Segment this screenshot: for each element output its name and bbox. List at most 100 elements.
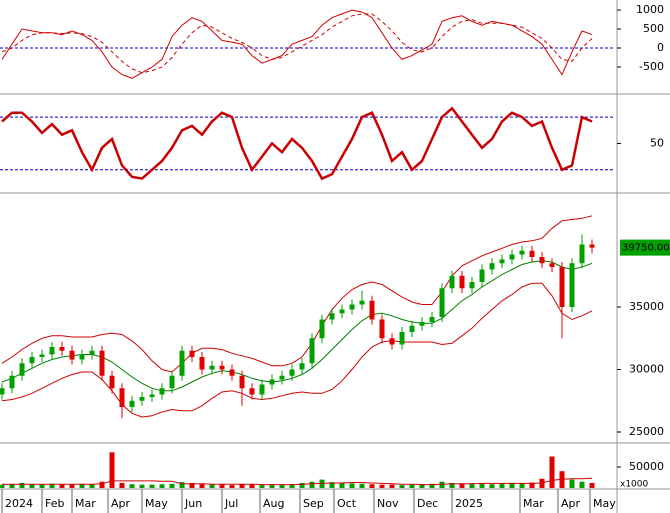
volume-bar: [39, 484, 45, 488]
volume-bar: [569, 479, 575, 488]
x-tick-label: Dec: [417, 497, 438, 510]
volume-bar: [139, 484, 145, 488]
x-tick-label: Apr: [111, 497, 131, 510]
volume-bar: [439, 481, 445, 488]
candle-body: [469, 282, 475, 289]
candle-body: [519, 250, 525, 255]
candle-body: [559, 267, 565, 307]
x-tick-label: Sep: [303, 497, 324, 510]
candle-body: [429, 317, 435, 322]
volume-bar: [279, 484, 285, 488]
volume-bar: [129, 484, 135, 488]
candle-body: [39, 354, 45, 357]
x-tick-label: Jul: [224, 497, 238, 510]
candle-body: [499, 259, 505, 264]
series-line: [2, 477, 593, 486]
candle-body: [259, 384, 265, 395]
candle-body: [29, 357, 35, 364]
volume-bar: [159, 484, 165, 488]
candle-body: [49, 347, 55, 355]
candle-body: [449, 275, 455, 289]
candle-body: [189, 350, 195, 357]
volume-bar: [519, 483, 525, 488]
volume-bar: [239, 484, 245, 488]
volume-bar: [109, 452, 115, 488]
volume-bar: [289, 484, 295, 488]
volume-bar: [399, 485, 405, 488]
volume-bar: [459, 483, 465, 488]
candle-body: [249, 388, 255, 395]
volume-bar: [579, 481, 585, 488]
candle-body: [349, 304, 355, 310]
series-line: [1, 106, 593, 181]
volume-bar: [9, 484, 15, 488]
y-tick-label: 50000: [629, 460, 664, 473]
candle-body: [209, 365, 215, 370]
candle-body: [0, 388, 5, 395]
candle-body: [19, 363, 25, 376]
volume-bar: [339, 482, 345, 488]
volume-bar: [419, 484, 425, 488]
candle-body: [229, 369, 235, 376]
volume-bar: [369, 484, 375, 488]
candle-body: [539, 257, 545, 264]
volume-bar: [0, 484, 5, 488]
volume-bar: [329, 482, 335, 488]
candle-body: [479, 269, 485, 282]
volume-bar: [269, 485, 275, 488]
candle-body: [399, 332, 405, 345]
volume-bar: [209, 484, 215, 488]
y-tick-label: 500: [643, 22, 664, 35]
volume-bar: [259, 485, 265, 488]
y-tick-label: 25000: [629, 425, 664, 438]
candle-body: [219, 365, 225, 370]
candle-body: [379, 319, 385, 339]
volume-bar: [499, 483, 505, 488]
volume-bar: [79, 483, 85, 488]
volume-bar: [479, 483, 485, 488]
y-tick-label: 35000: [629, 300, 664, 313]
volume-bar: [509, 482, 515, 488]
volume-bar: [389, 484, 395, 488]
y-tick-label: 50: [650, 136, 664, 149]
y-tick-label: 1000: [636, 3, 664, 16]
volume-bar: [549, 456, 555, 488]
series-line: [1, 282, 593, 418]
volume-bar: [299, 482, 305, 488]
candle-body: [89, 350, 95, 355]
volume-bar: [359, 483, 365, 488]
x-tick-label: Feb: [45, 497, 64, 510]
candle-body: [139, 397, 145, 401]
candle-body: [459, 275, 465, 289]
volume-bar: [119, 482, 125, 488]
candle-body: [359, 300, 365, 305]
last-price-box: [620, 239, 670, 256]
candle-body: [509, 254, 515, 260]
candle-body: [109, 375, 115, 389]
volume-bar: [469, 483, 475, 488]
candle-body: [69, 350, 75, 360]
candle-body: [199, 357, 205, 370]
volume-bar: [29, 484, 35, 488]
volume-bar: [409, 484, 415, 488]
candle-body: [59, 347, 65, 351]
x-tick-label: 2024: [5, 497, 33, 510]
candle-body: [129, 400, 135, 407]
candle-body: [339, 309, 345, 314]
candle-body: [589, 244, 595, 248]
volume-bar: [179, 482, 185, 488]
candle-body: [159, 388, 165, 395]
volume-bar: [309, 481, 315, 488]
volume-bar: [249, 484, 255, 488]
volume-bar: [449, 482, 455, 488]
volume-bar: [189, 482, 195, 488]
volume-bar: [59, 484, 65, 488]
candle-body: [289, 369, 295, 376]
x-tick-label: 2025: [455, 497, 483, 510]
candle-body: [309, 338, 315, 364]
candle-body: [279, 375, 285, 380]
candle-body: [119, 388, 125, 407]
volume-bar: [529, 482, 535, 488]
candle-body: [389, 338, 395, 345]
